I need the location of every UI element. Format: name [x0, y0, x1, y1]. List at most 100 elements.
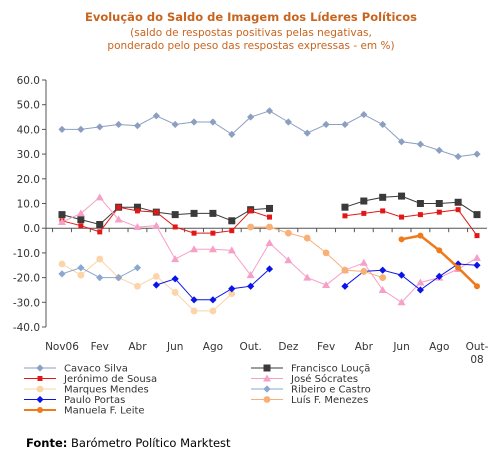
data-point-cavaco-silva — [341, 120, 349, 129]
data-point-cavaco-silva — [473, 150, 481, 158]
x-tick-label: Abr — [355, 341, 374, 353]
data-point-jose-socrates — [378, 285, 387, 293]
legend-label: Ribeiro e Castro — [291, 385, 371, 396]
data-point-ribeiro-e-castro — [133, 264, 142, 272]
data-point-cavaco-silva — [171, 120, 179, 129]
legend-item-francisco-louca: Francisco Louçã — [251, 364, 370, 375]
data-point-marques-mendes — [152, 272, 160, 280]
data-point-cavaco-silva — [265, 107, 274, 115]
data-point-cavaco-silva — [190, 118, 198, 126]
x-tick-label: 08 — [470, 354, 483, 366]
data-point-jeronimo-de-sousa — [399, 214, 405, 220]
data-point-paulo-portas — [209, 296, 217, 304]
x-tick-label: Abr — [128, 341, 147, 353]
legend-swatch-marker — [263, 396, 271, 403]
y-tick-label: 60.0 — [17, 75, 40, 87]
data-point-francisco-louca — [435, 200, 443, 207]
data-point-luis-f-menezes — [379, 274, 387, 281]
data-point-manuela-f-leite — [436, 247, 443, 254]
series-ribeiro-e-castro — [58, 264, 142, 282]
data-point-paulo-portas — [152, 281, 160, 289]
legend-swatch-marker — [36, 364, 44, 372]
data-point-jeronimo-de-sousa — [97, 229, 103, 235]
data-point-cavaco-silva — [228, 130, 236, 138]
data-point-francisco-louca — [209, 209, 217, 217]
data-point-ribeiro-e-castro — [77, 264, 85, 272]
data-point-manuela-f-leite — [398, 236, 405, 243]
y-tick-label: -20.0 — [13, 273, 40, 285]
chart-subtitle-line-1: (saldo de respostas positivas pelas nega… — [130, 27, 372, 39]
legend-swatch-marker — [36, 395, 44, 404]
data-point-francisco-louca — [58, 211, 66, 219]
data-point-jose-socrates — [95, 193, 104, 201]
data-point-cavaco-silva — [360, 110, 368, 119]
data-point-luis-f-menezes — [303, 234, 311, 242]
data-point-francisco-louca — [473, 211, 481, 219]
legend-swatch-marker — [37, 407, 43, 413]
data-point-cavaco-silva — [303, 129, 311, 137]
data-point-paulo-portas — [416, 286, 425, 294]
data-point-cavaco-silva — [152, 112, 160, 120]
data-point-jose-socrates — [58, 218, 66, 226]
data-point-jose-socrates — [265, 239, 274, 247]
data-point-jose-socrates — [133, 222, 142, 230]
data-point-francisco-louca — [416, 200, 424, 207]
chart-subtitle-line-2: ponderado pelo peso das respostas expres… — [107, 40, 394, 52]
data-point-jose-socrates — [190, 245, 199, 253]
y-tick-label: 20.0 — [17, 174, 40, 186]
data-point-cavaco-silva — [209, 118, 217, 126]
data-point-francisco-louca — [266, 204, 273, 212]
legend-swatch-marker — [263, 374, 271, 382]
data-point-cavaco-silva — [435, 146, 443, 154]
data-point-jeronimo-de-sousa — [417, 212, 423, 218]
data-point-cavaco-silva — [284, 118, 292, 126]
series-cavaco-silva — [58, 107, 481, 161]
data-point-jose-socrates — [284, 256, 293, 264]
legend-label: Cavaco Silva — [64, 364, 128, 375]
data-point-francisco-louca — [77, 216, 85, 224]
legend-label: Francisco Louçã — [291, 364, 370, 375]
data-point-francisco-louca — [360, 197, 368, 205]
legend-item-jeronimo-de-sousa: Jerónimo de Sousa — [24, 373, 157, 385]
x-tick-label: Nov06 — [45, 341, 79, 353]
data-point-paulo-portas — [473, 261, 481, 269]
data-point-paulo-portas — [397, 271, 406, 279]
data-point-marques-mendes — [58, 260, 66, 268]
y-tick-label: -30.0 — [13, 297, 40, 309]
series-line-cavaco-silva — [62, 110, 478, 158]
legend: Cavaco Silva Francisco Louçã Jerónimo de S… — [24, 364, 371, 417]
data-point-cavaco-silva — [247, 113, 255, 121]
x-tick-label: Jun — [392, 341, 409, 353]
data-point-marques-mendes — [77, 271, 85, 279]
data-point-jose-socrates — [473, 253, 481, 261]
data-point-francisco-louca — [133, 203, 141, 211]
data-point-jeronimo-de-sousa — [116, 204, 122, 210]
series-layer — [58, 107, 481, 315]
data-point-luis-f-menezes — [341, 266, 349, 274]
y-tick-label: -10.0 — [13, 248, 40, 260]
data-point-ribeiro-e-castro — [96, 274, 104, 282]
data-point-cavaco-silva — [379, 120, 387, 129]
series-luis-f-menezes — [247, 223, 387, 281]
data-point-marques-mendes — [209, 307, 217, 315]
x-tick-label: Out- — [466, 341, 489, 353]
series-line-marques-mendes — [61, 258, 233, 312]
x-tick-label: Fev — [91, 341, 109, 353]
data-point-ribeiro-e-castro — [58, 270, 66, 278]
data-point-cavaco-silva — [58, 125, 66, 133]
chart-title: Evolução do Saldo de Imagem dos Líderes … — [85, 10, 417, 24]
x-tick-label: Out. — [239, 341, 261, 353]
data-point-jeronimo-de-sousa — [191, 230, 197, 236]
data-point-cavaco-silva — [416, 140, 425, 148]
x-tick-label: Fev — [317, 341, 335, 353]
data-point-jose-socrates — [114, 215, 123, 223]
data-point-cavaco-silva — [133, 122, 142, 130]
data-point-jose-socrates — [76, 209, 85, 217]
series-jeronimo-de-sousa — [59, 204, 480, 239]
data-point-paulo-portas — [435, 272, 443, 280]
legend-item-paulo-portas: Paulo Portas — [24, 395, 125, 406]
x-tick-label: Jun — [166, 341, 183, 353]
source-label: Fonte: — [26, 436, 67, 450]
data-point-jeronimo-de-sousa — [436, 209, 442, 215]
